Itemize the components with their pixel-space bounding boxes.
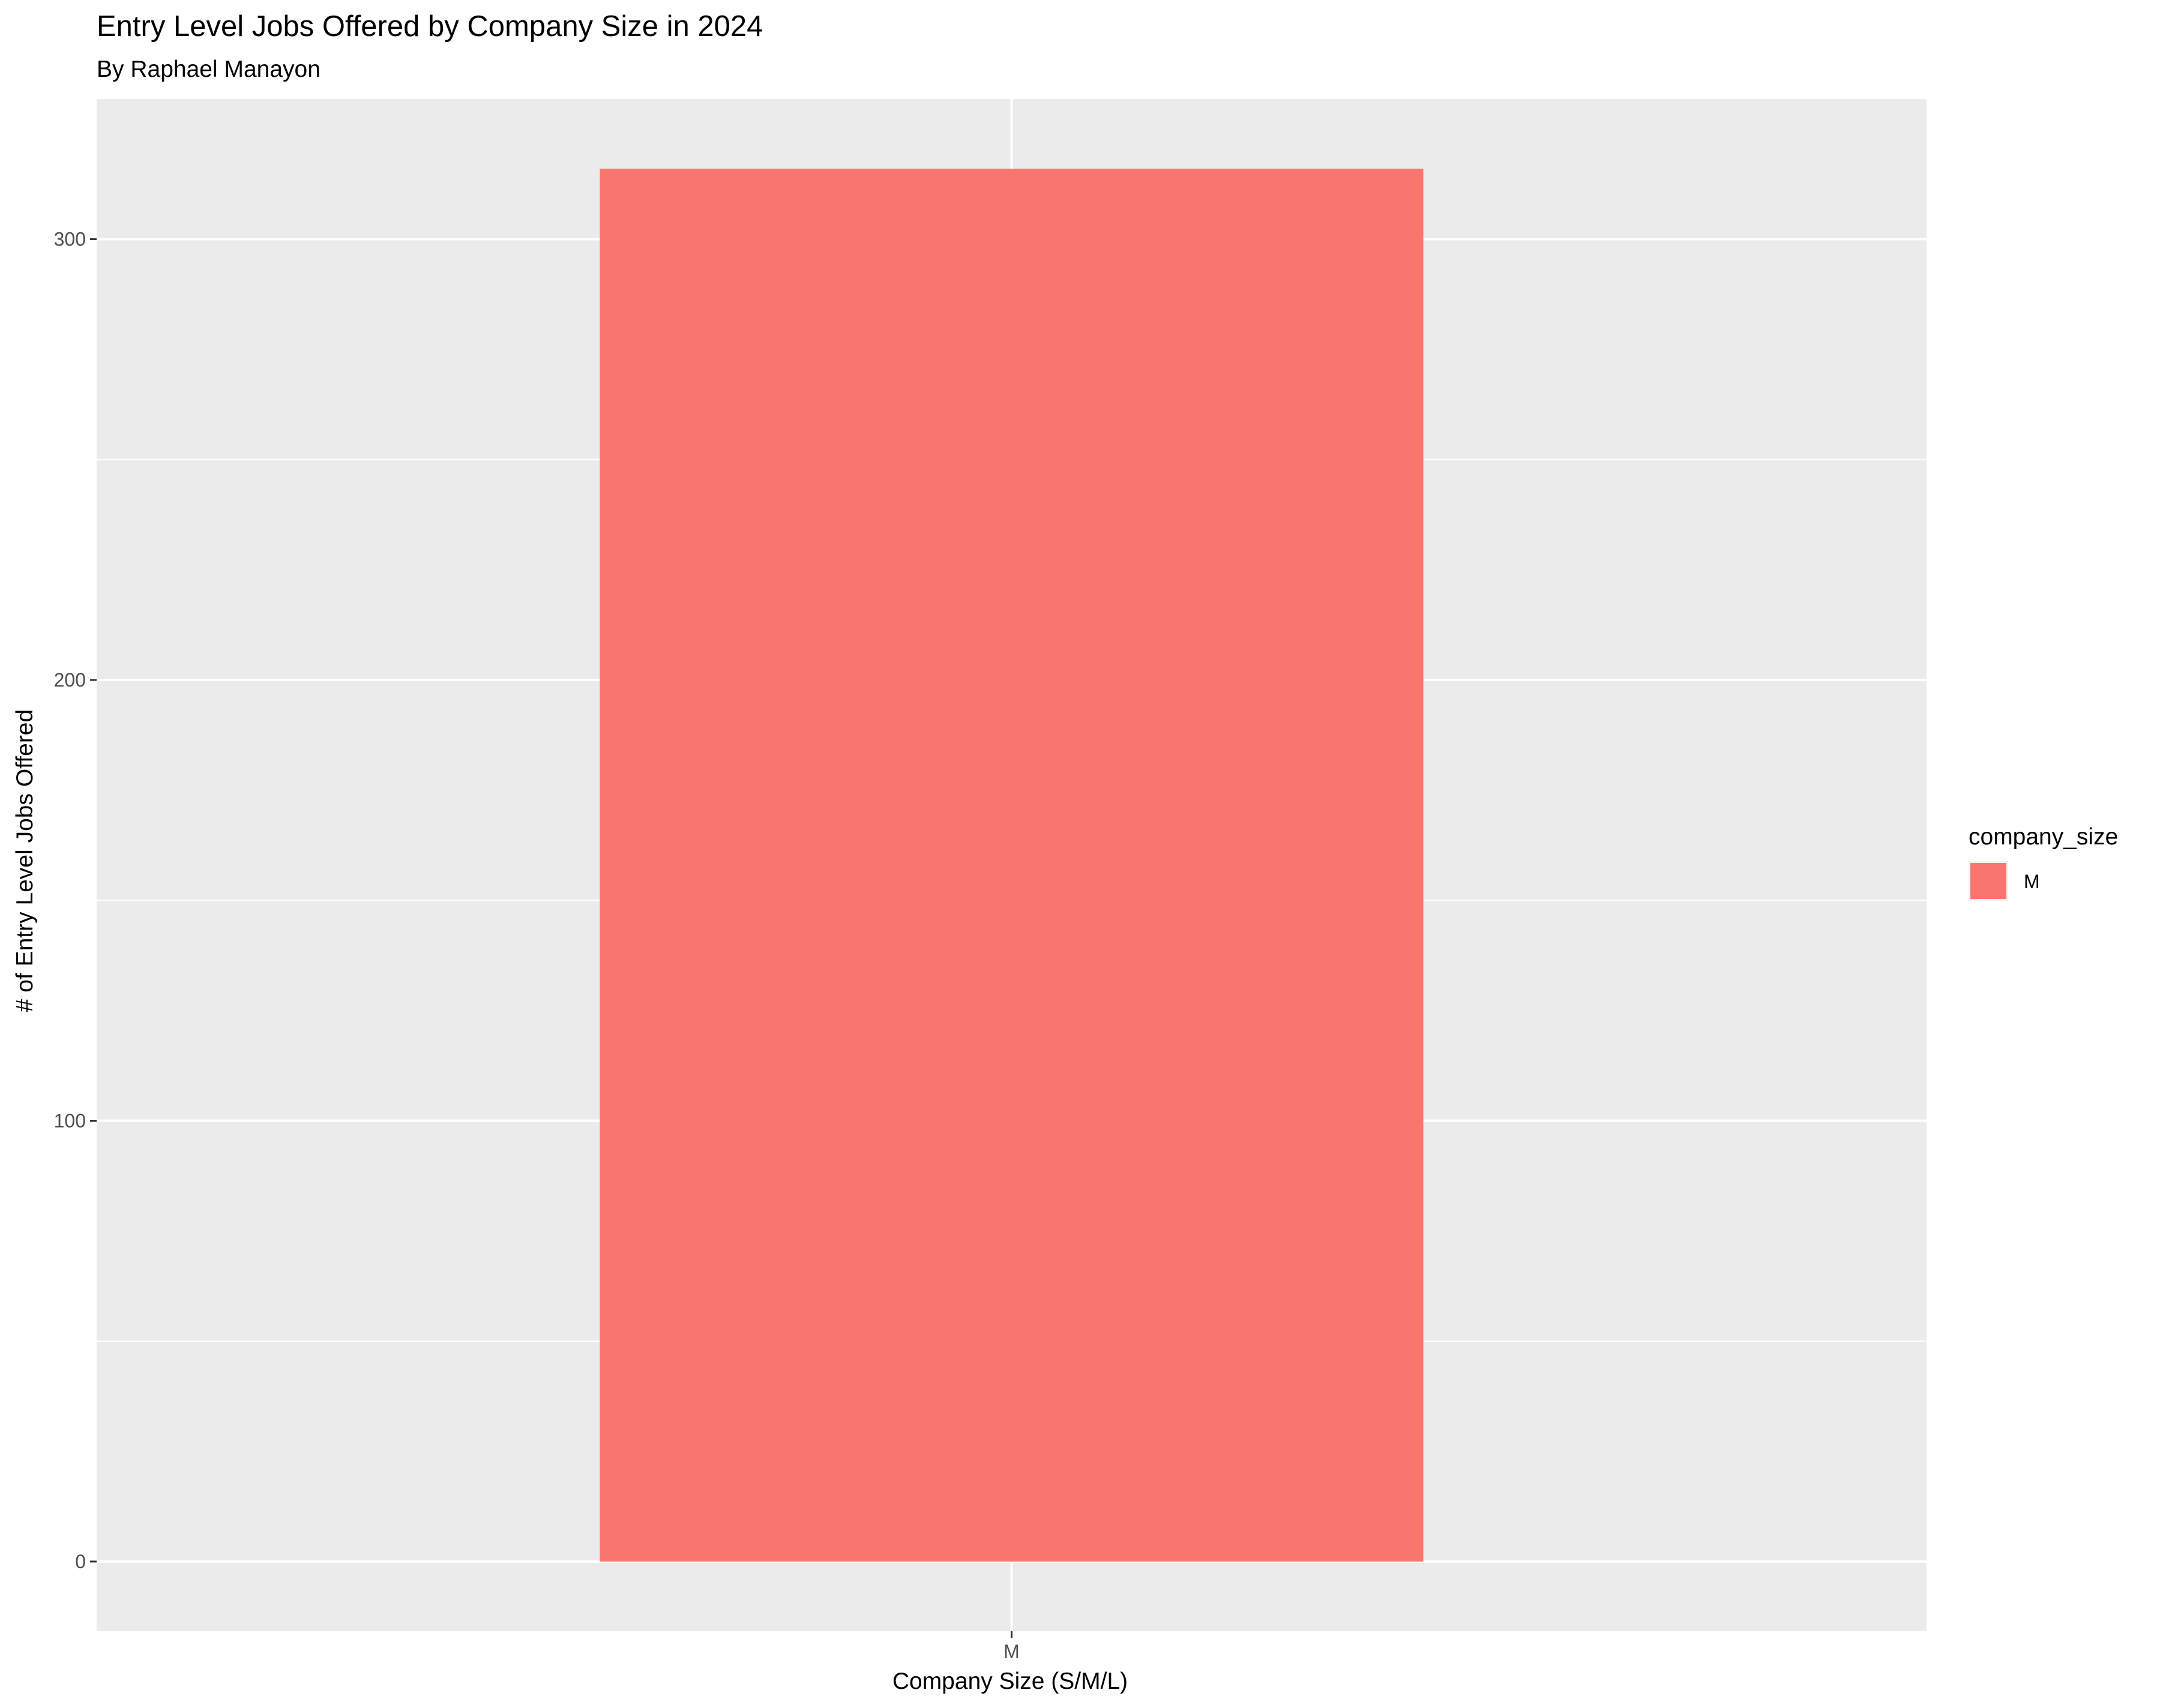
legend: company_size M: [1969, 824, 2118, 901]
y-tick-label: 200: [54, 669, 86, 691]
y-tick-label: 300: [54, 229, 86, 250]
x-axis-title: Company Size (S/M/L): [892, 1668, 1128, 1694]
y-tick-label: 0: [75, 1551, 86, 1572]
chart-subtitle: By Raphael Manayon: [97, 56, 320, 82]
y-axis-title: # of Entry Level Jobs Offered: [12, 709, 38, 1012]
chart-title: Entry Level Jobs Offered by Company Size…: [97, 10, 763, 43]
legend-title: company_size: [1969, 824, 2118, 850]
y-tick-label: 100: [54, 1110, 86, 1131]
legend-entries: M: [1969, 861, 2040, 901]
legend-label: M: [2024, 871, 2040, 892]
x-tick-label: M: [1003, 1641, 1020, 1662]
legend-swatch: [1970, 863, 2006, 899]
bar-M: [600, 169, 1424, 1562]
plot-panel: [97, 99, 1927, 1631]
